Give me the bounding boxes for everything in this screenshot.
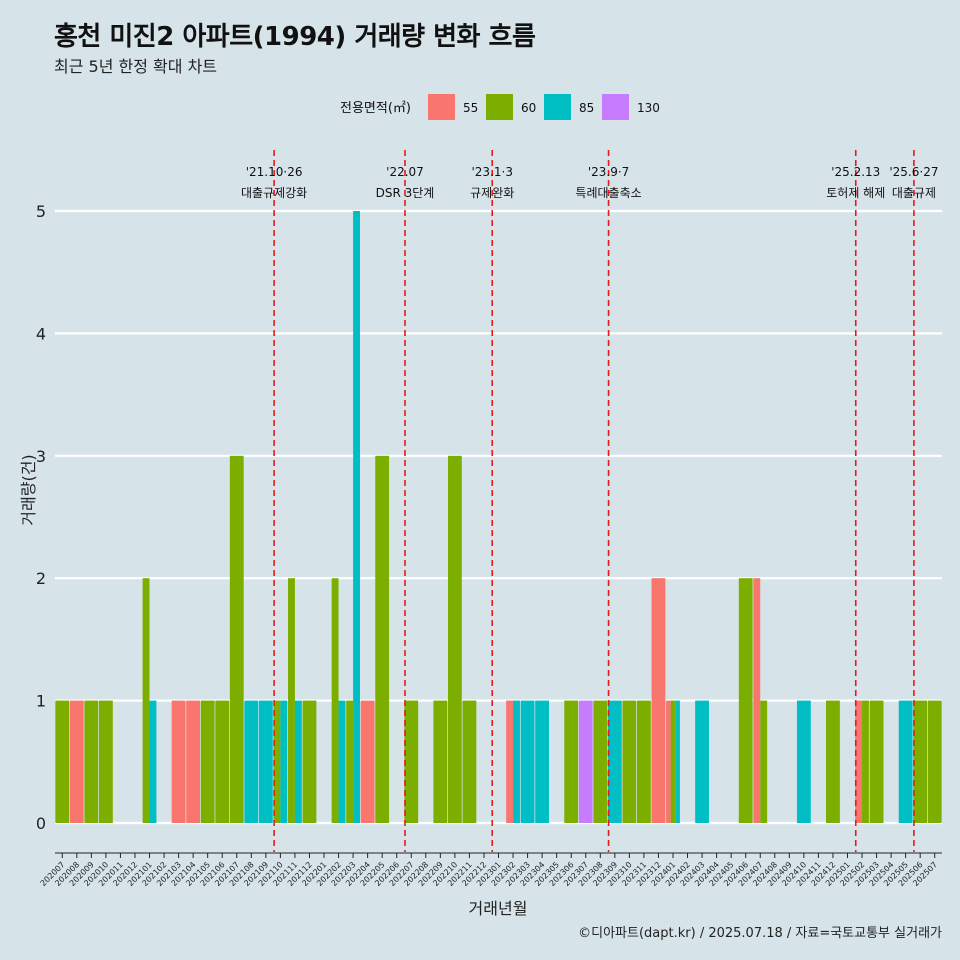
bar-202111-60 xyxy=(288,578,295,823)
bar-202103-55 xyxy=(171,700,186,823)
legend-swatch-130 xyxy=(602,94,629,120)
bar-202302-85 xyxy=(513,700,520,823)
bar-202202-60 xyxy=(331,578,339,823)
event-label: 특례대출축소 xyxy=(575,186,641,200)
bar-202104-55 xyxy=(186,700,201,823)
bar-202210-60 xyxy=(447,455,462,823)
bar-202410-85 xyxy=(796,700,811,823)
bar-202007-60 xyxy=(55,700,70,823)
bar-202506-60 xyxy=(913,700,928,823)
event-date: '23.9·7 xyxy=(588,165,629,179)
event-date: '21.10·26 xyxy=(246,165,303,179)
bar-202407-55 xyxy=(753,578,761,823)
bar-202204-55 xyxy=(360,700,375,823)
bar-202101-60 xyxy=(142,578,150,823)
chart-caption: ©디아파트(dapt.kr) / 2025.07.18 / 자료=국토교통부 실… xyxy=(578,926,942,941)
bar-202401-55 xyxy=(666,700,671,823)
legend-swatch-60 xyxy=(486,94,513,120)
event-label: 대출규제강화 xyxy=(241,186,307,200)
bar-202110-85 xyxy=(280,700,288,823)
y-tick-label: 2 xyxy=(36,569,46,588)
event-label: DSR 3단계 xyxy=(376,186,435,200)
grid xyxy=(55,209,942,825)
event-date: '25.2.13 xyxy=(831,165,880,179)
bar-202502-55 xyxy=(855,700,863,823)
bar-202302-55 xyxy=(506,700,514,823)
event-label: 대출규제 xyxy=(892,186,936,200)
bar-202203-60 xyxy=(346,700,354,823)
bar-202503-60 xyxy=(869,700,884,823)
event-label: 토허제 해제 xyxy=(826,186,885,200)
legend-swatch-55 xyxy=(428,94,455,120)
bar-202412-60 xyxy=(826,700,840,823)
bar-202207-60 xyxy=(404,700,419,823)
bar-202505-85 xyxy=(898,700,913,823)
y-tick-label: 5 xyxy=(36,202,46,221)
y-tick-label: 1 xyxy=(36,692,46,711)
bar-202202-85 xyxy=(338,700,346,823)
bar-202403-85 xyxy=(695,700,709,823)
legend-swatch-85 xyxy=(544,94,571,120)
y-tick-label: 3 xyxy=(36,447,46,466)
event-label: 규제완화 xyxy=(470,186,514,200)
y-tick-label: 0 xyxy=(36,814,46,833)
bar-202307-130 xyxy=(578,700,593,823)
legend: 전용면적(㎡) 55 60 85 130 xyxy=(340,94,660,120)
bar-202304-85 xyxy=(535,700,550,823)
bar-202009-60 xyxy=(84,700,99,823)
bar-202401-60 xyxy=(670,700,676,823)
bar-202107-60 xyxy=(229,455,244,823)
legend-label-85: 85 xyxy=(579,101,594,115)
bar-202308-60 xyxy=(593,700,608,823)
bar-202105-60 xyxy=(200,700,215,823)
bar-202209-60 xyxy=(433,700,448,823)
bars xyxy=(55,211,942,823)
bar-202008-55 xyxy=(69,700,84,823)
bar-202407-60 xyxy=(760,700,768,823)
legend-label-60: 60 xyxy=(521,101,536,115)
legend-title: 전용면적(㎡) xyxy=(340,101,411,116)
y-axis: 0 1 2 3 4 5 xyxy=(36,202,46,833)
x-axis-title: 거래년월 xyxy=(469,899,528,918)
bar-202112-60 xyxy=(302,700,317,823)
bar-202111-85 xyxy=(294,700,302,823)
event-date: '25.6·27 xyxy=(889,165,938,179)
event-lines: '21.10·26 대출규제강화 '22.07 DSR 3단계 '23.1·3 규제완화 '… xyxy=(241,150,938,852)
chart-subtitle: 최근 5년 한정 확대 차트 xyxy=(54,57,218,76)
bar-202110-60 xyxy=(273,700,281,823)
y-axis-title: 거래량(건) xyxy=(19,454,38,525)
bar-202109-85 xyxy=(258,700,273,823)
bar-202312-55 xyxy=(651,578,666,823)
bar-202108-85 xyxy=(244,700,259,823)
legend-label-130: 130 xyxy=(637,101,660,115)
bar-202106-60 xyxy=(215,700,230,823)
bar-202507-60 xyxy=(927,700,942,823)
bar-202311-60 xyxy=(637,700,651,823)
x-axis: 2020072020082020092020102020112020122021… xyxy=(39,852,942,888)
y-tick-label: 4 xyxy=(36,324,46,343)
bar-202101-85 xyxy=(149,700,157,823)
chart-title: 홍천 미진2 아파트(1994) 거래량 변화 흐름 xyxy=(54,22,536,52)
bar-202203-85 xyxy=(353,211,360,823)
bar-202502-60 xyxy=(862,700,869,823)
bar-202401-85 xyxy=(675,700,680,823)
event-date: '23.1·3 xyxy=(471,165,512,179)
bar-202309-85 xyxy=(607,700,622,823)
bar-202211-60 xyxy=(462,700,477,823)
bar-202406-60 xyxy=(738,578,753,823)
bar-202303-85 xyxy=(520,700,535,823)
bar-202310-60 xyxy=(622,700,637,823)
bar-202306-60 xyxy=(564,700,579,823)
event-date: '22.07 xyxy=(386,165,424,179)
bar-202010-60 xyxy=(98,700,113,823)
bar-202205-60 xyxy=(375,455,390,823)
legend-label-55: 55 xyxy=(463,101,478,115)
